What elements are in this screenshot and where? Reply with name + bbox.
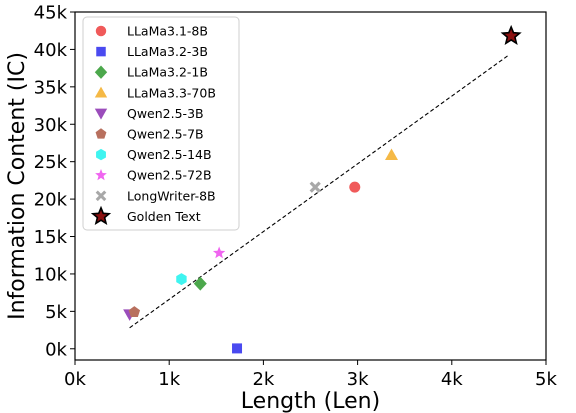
- y-tick-label: 40k: [34, 40, 68, 61]
- legend-marker: [90, 205, 112, 226]
- y-tick-label: 35k: [34, 77, 68, 98]
- legend-marker: [95, 169, 107, 181]
- legend-marker: [95, 190, 107, 202]
- legend-marker: [96, 148, 106, 161]
- legend-label: LLaMa3.3-70B: [127, 85, 216, 100]
- legend-marker: [94, 86, 108, 98]
- legend-label: LLaMa3.2-3B: [127, 44, 208, 59]
- x-tick-label: 2k: [252, 369, 274, 390]
- x-tick-label: 3k: [347, 369, 369, 390]
- x-tick-label: 4k: [441, 369, 463, 390]
- legend-marker: [96, 46, 106, 57]
- plot-frame: [74, 11, 547, 361]
- legend-label: Qwen2.5-14B: [127, 147, 212, 162]
- data-point: [385, 148, 399, 160]
- legend-label: LLaMa3.2-1B: [127, 65, 208, 80]
- y-axis-title: Information Content (IC): [5, 52, 30, 320]
- data-point: [309, 181, 321, 193]
- y-tick-label: 10k: [34, 264, 68, 285]
- legend-marker: [95, 128, 107, 139]
- data-point: [128, 306, 141, 317]
- legend-marker: [94, 108, 108, 120]
- y-tick-label: 0k: [45, 339, 67, 360]
- legend-label: Qwen2.5-72B: [127, 168, 212, 183]
- data-point: [232, 343, 243, 354]
- x-tick-label: 1k: [158, 369, 180, 390]
- legend-marker: [94, 65, 108, 79]
- legend-box: [82, 16, 240, 231]
- data-point: [212, 246, 226, 259]
- legend-label: Golden Text: [127, 209, 201, 224]
- x-tick-label: 0k: [64, 369, 86, 390]
- data-point: [176, 273, 187, 286]
- legend-label: LLaMa3.1-8B: [127, 24, 208, 39]
- y-tick-label: 20k: [34, 190, 68, 211]
- legend-label: Qwen2.5-3B: [127, 106, 204, 121]
- data-point: [500, 24, 522, 45]
- data-point: [349, 181, 361, 193]
- x-tick-label: 5k: [535, 369, 557, 390]
- y-tick-label: 25k: [34, 152, 68, 173]
- y-tick-label: 30k: [34, 115, 68, 136]
- legend-label: LongWriter-8B: [127, 188, 216, 203]
- y-tick-label: 45k: [34, 3, 68, 24]
- legend-label: Qwen2.5-7B: [127, 127, 204, 142]
- y-tick-label: 15k: [34, 227, 68, 248]
- x-axis-title: Length (Len): [241, 389, 380, 413]
- data-point: [193, 276, 207, 291]
- y-tick-label: 5k: [45, 302, 67, 323]
- legend-marker: [95, 25, 107, 37]
